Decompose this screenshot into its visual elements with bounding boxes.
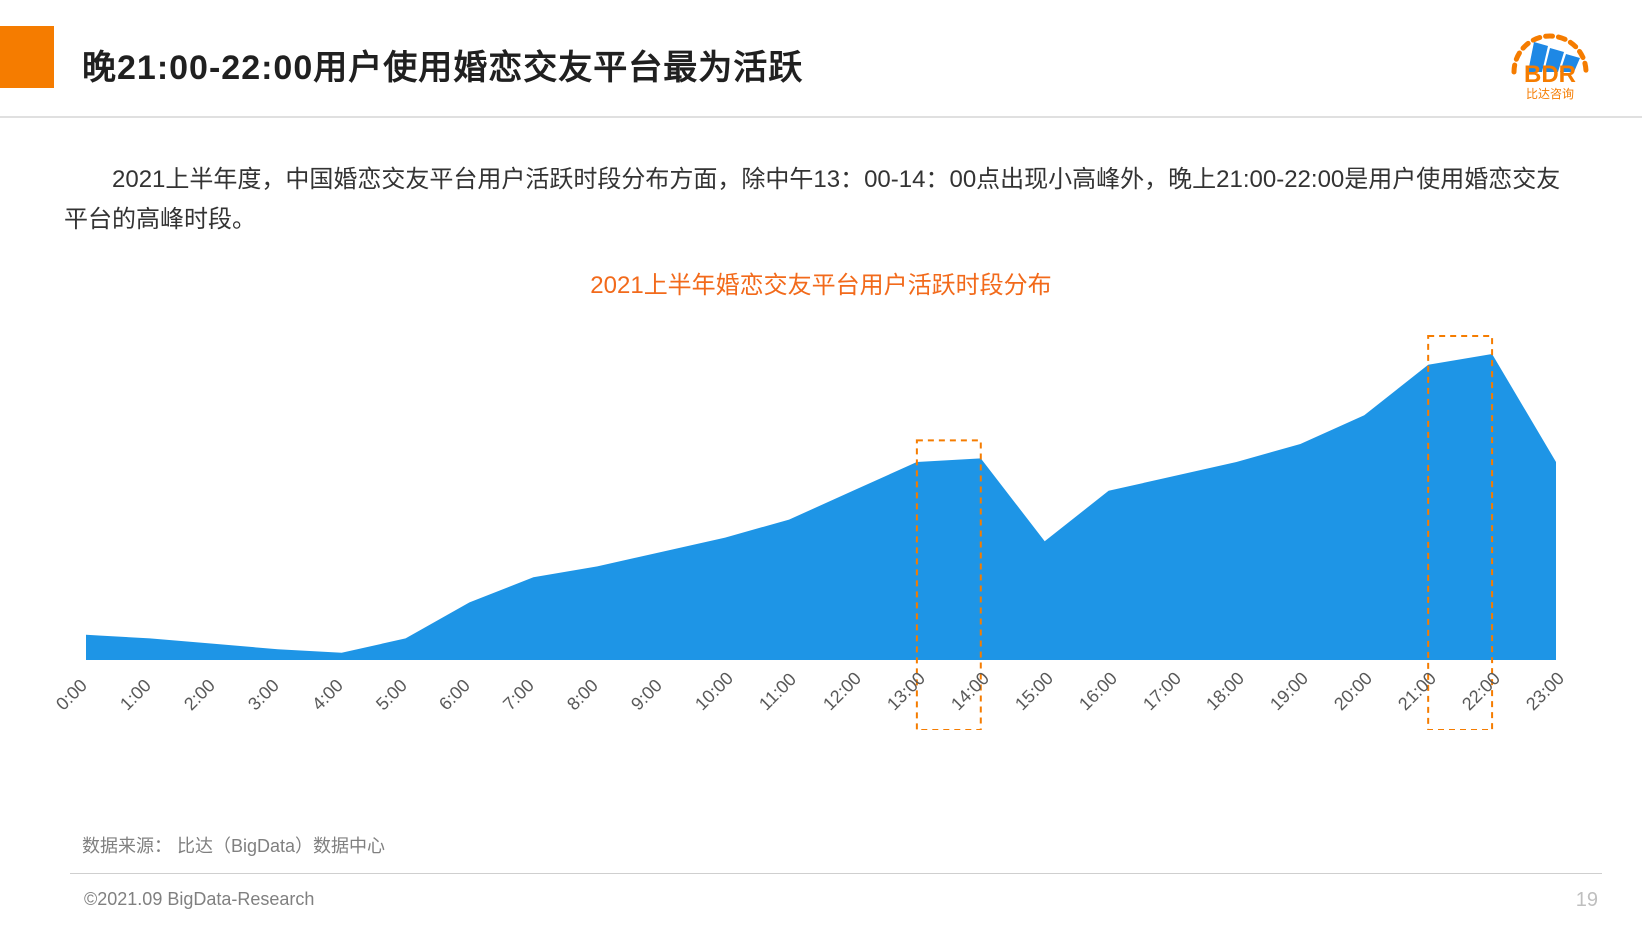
x-tick-label: 15:00 [1011,668,1058,715]
x-tick-label: 3:00 [244,675,284,715]
x-tick-label: 9:00 [627,675,667,715]
x-tick-label: 7:00 [499,675,539,715]
bdr-logo: BDR比达咨询 [1502,24,1598,104]
x-tick-label: 6:00 [435,675,475,715]
x-tick-label: 19:00 [1266,668,1313,715]
x-tick-label: 0:00 [52,675,92,715]
page-number: 19 [1576,889,1598,912]
x-tick-label: 8:00 [563,675,603,715]
data-source: 数据来源： 比达（BigData）数据中心 [82,832,385,858]
x-tick-label: 16:00 [1075,668,1122,715]
svg-text:BDR: BDR [1524,61,1576,88]
x-tick-label: 21:00 [1394,668,1441,715]
x-axis-labels: 0:001:002:003:004:005:006:007:008:009:00… [86,660,1556,740]
x-tick-label: 2:00 [180,675,220,715]
x-tick-label: 23:00 [1522,668,1569,715]
accent-block [0,26,54,88]
x-tick-label: 18:00 [1202,668,1249,715]
x-tick-label: 12:00 [819,668,866,715]
svg-text:比达咨询: 比达咨询 [1526,86,1574,101]
copyright: ©2021.09 BigData-Research [84,889,314,910]
x-tick-label: 13:00 [883,668,930,715]
x-tick-label: 4:00 [308,675,348,715]
x-tick-label: 1:00 [116,675,156,715]
x-tick-label: 20:00 [1330,668,1377,715]
x-tick-label: 10:00 [691,668,738,715]
body-paragraph: 2021上半年度，中国婚恋交友平台用户活跃时段分布方面，除中午13：00-14：… [64,160,1578,240]
slide-title: 晚21:00-22:00用户使用婚恋交友平台最为活跃 [82,40,803,89]
x-tick-label: 11:00 [755,669,801,715]
x-tick-label: 22:00 [1458,668,1505,715]
slide-header: 晚21:00-22:00用户使用婚恋交友平台最为活跃 BDR比达咨询 [0,0,1642,118]
chart-title: 2021上半年婚恋交友平台用户活跃时段分布 [0,265,1642,300]
x-tick-label: 5:00 [372,675,412,715]
footer-divider [70,873,1602,874]
x-tick-label: 17:00 [1139,668,1186,715]
x-tick-label: 14:00 [947,668,994,715]
